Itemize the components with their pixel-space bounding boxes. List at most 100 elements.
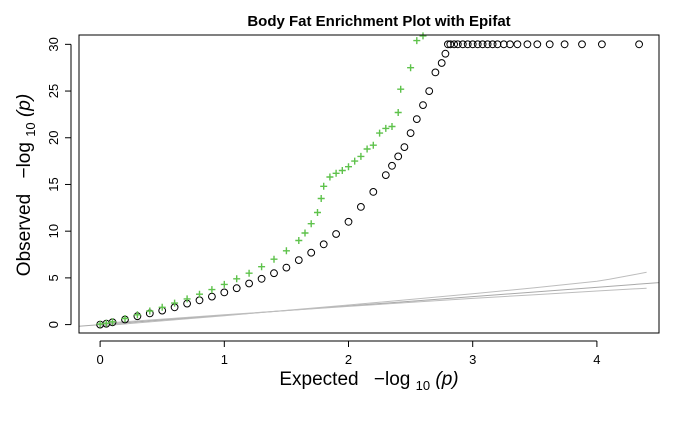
reference-line-1	[79, 282, 659, 327]
data-point-circle	[463, 40, 472, 49]
data-point-plus	[158, 303, 166, 311]
y-axis-label-sub: 10	[23, 122, 38, 136]
data-point-plus	[121, 315, 129, 322]
data-point-plus	[102, 319, 110, 327]
data-point-circle	[458, 40, 467, 49]
data-series	[96, 32, 643, 329]
data-point-circle	[220, 288, 229, 297]
data-point-circle	[412, 115, 421, 123]
data-point-circle	[437, 59, 446, 67]
data-point-circle	[245, 279, 254, 288]
data-point-circle	[232, 284, 241, 293]
data-point-circle	[394, 152, 403, 161]
data-point-plus	[258, 263, 266, 271]
data-point-circle	[369, 188, 378, 196]
y-tick-label: 15	[46, 177, 61, 191]
data-point-plus	[317, 195, 325, 202]
data-point-circle	[319, 240, 328, 249]
data-point-plus	[208, 286, 216, 294]
data-point-plus	[369, 141, 377, 149]
x-tick-label: 4	[593, 352, 600, 367]
reference-lines	[79, 271, 659, 327]
x-axis-label-arg: (p)	[435, 369, 458, 390]
y-tick-label: 20	[46, 131, 61, 145]
data-point-plus	[419, 32, 427, 40]
data-point-plus	[133, 311, 141, 319]
x-tick-label: 3	[469, 352, 476, 367]
data-point-plus	[351, 157, 359, 165]
data-point-plus	[109, 318, 116, 326]
data-point-plus	[295, 237, 303, 244]
data-point-plus	[357, 152, 365, 160]
y-tick-label: 25	[46, 84, 61, 98]
y-axis-label: Observed −log 10 (p)	[14, 94, 40, 276]
x-axis: 0 1 2 3 4	[96, 340, 601, 367]
data-point-plus	[307, 220, 315, 228]
data-point-plus	[146, 307, 154, 315]
data-point-plus	[320, 182, 328, 190]
data-point-plus	[382, 124, 390, 132]
data-point-circle	[483, 40, 492, 49]
x-tick-label: 2	[345, 352, 352, 367]
data-point-circle	[444, 40, 452, 49]
data-point-plus	[338, 167, 346, 174]
data-point-circle	[425, 87, 434, 95]
data-point-circle	[513, 40, 522, 49]
data-point-circle	[578, 40, 586, 49]
data-point-circle	[446, 40, 455, 49]
x-axis-label-expr: −log	[374, 369, 410, 390]
series-2	[96, 32, 427, 328]
data-point-circle	[431, 68, 440, 77]
y-tick-label: 30	[46, 37, 61, 51]
data-point-circle	[208, 292, 216, 301]
data-point-plus	[345, 163, 352, 171]
data-point-plus	[270, 255, 278, 263]
y-axis: 0 5 10 15 20 25 30	[46, 37, 72, 328]
data-point-circle	[598, 40, 606, 49]
data-point-circle	[195, 296, 204, 305]
data-point-plus	[233, 275, 241, 283]
plot-frame	[78, 34, 660, 334]
data-point-plus	[376, 129, 384, 137]
data-point-circle	[307, 248, 316, 257]
data-point-plus	[314, 209, 321, 216]
data-point-plus	[388, 123, 396, 130]
data-point-circle	[388, 161, 396, 170]
data-point-circle	[381, 171, 390, 180]
x-axis-label-prefix: Expected	[279, 369, 358, 390]
data-point-circle	[450, 40, 459, 49]
x-axis-label-sub: 10	[416, 378, 430, 393]
data-point-plus	[171, 299, 179, 307]
data-point-circle	[493, 40, 502, 49]
data-point-plus	[397, 85, 405, 93]
data-point-circle	[344, 217, 353, 226]
data-point-plus	[332, 169, 340, 177]
data-point-plus	[326, 173, 334, 181]
data-point-circle	[499, 40, 508, 49]
chart-title: Body Fat Enrichment Plot with Epifat	[247, 13, 510, 30]
data-point-circle	[533, 40, 542, 49]
data-point-circle	[478, 40, 487, 49]
data-point-circle	[506, 40, 514, 49]
y-axis-label-arg: (p)	[14, 94, 35, 117]
y-tick-label: 5	[46, 274, 61, 281]
data-point-circle	[406, 129, 415, 138]
data-point-circle	[441, 49, 450, 58]
data-point-plus	[394, 109, 402, 116]
data-point-circle	[468, 40, 477, 49]
data-point-circle	[419, 101, 427, 109]
data-point-plus	[245, 269, 253, 277]
data-point-circle	[357, 203, 365, 211]
data-point-circle	[453, 40, 462, 49]
data-point-plus	[183, 295, 191, 303]
data-point-plus	[220, 280, 228, 288]
data-point-plus	[413, 37, 421, 45]
data-point-circle	[488, 40, 497, 49]
data-point-circle	[560, 40, 569, 49]
data-point-plus	[407, 64, 415, 72]
x-tick-label: 1	[221, 352, 228, 367]
data-point-circle	[257, 274, 266, 283]
y-tick-label: 10	[46, 224, 61, 238]
y-axis-label-expr: −log	[14, 142, 35, 178]
data-point-circle	[332, 230, 341, 238]
